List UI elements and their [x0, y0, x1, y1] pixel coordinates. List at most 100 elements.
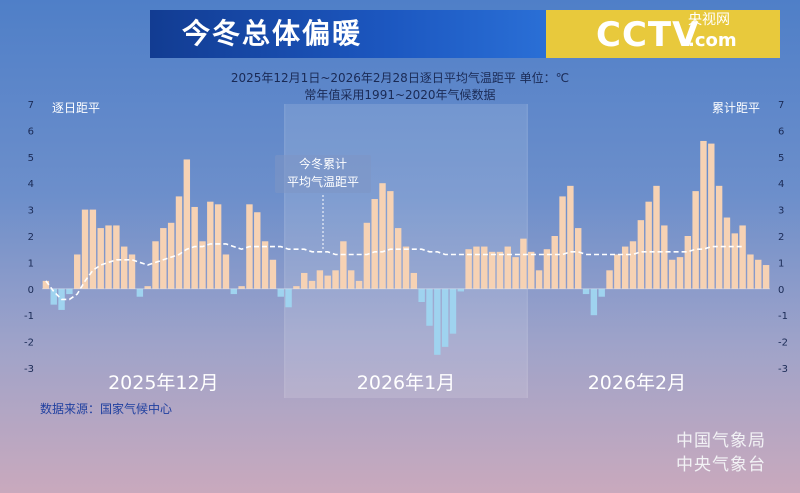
- daily-anomaly-bar: [637, 220, 645, 289]
- month-label: 2026年2月: [588, 372, 686, 394]
- daily-anomaly-bar: [410, 272, 418, 289]
- daily-anomaly-bar: [457, 288, 465, 292]
- daily-anomaly-bar: [316, 270, 324, 289]
- left-tick-label: 2: [28, 232, 34, 243]
- cumulative-anomaly-line: [45, 243, 743, 301]
- daily-anomaly-bar: [575, 228, 582, 289]
- daily-anomaly-bar: [324, 275, 331, 289]
- month-label: 2026年1月: [357, 372, 455, 394]
- daily-anomaly-bar: [42, 280, 50, 289]
- right-tick-label: 6: [778, 126, 784, 137]
- right-tick-label: 3: [778, 206, 784, 217]
- daily-anomaly-bar: [97, 228, 104, 289]
- daily-anomaly-bar: [347, 270, 355, 289]
- daily-anomaly-bar: [66, 288, 73, 295]
- annotation-box: [275, 155, 371, 193]
- left-tick-label: -2: [24, 338, 34, 349]
- daily-anomaly-bar: [160, 228, 167, 289]
- daily-anomaly-bar: [653, 185, 660, 289]
- daily-anomaly-bar: [191, 206, 198, 289]
- left-tick-label: 0: [28, 285, 34, 296]
- daily-anomaly-bar: [496, 251, 504, 289]
- page-title: 今冬总体偏暖: [182, 17, 363, 50]
- daily-anomaly-bar: [199, 241, 206, 289]
- left-tick-label: 5: [28, 153, 34, 164]
- daily-anomaly-bar: [700, 140, 707, 289]
- daily-anomaly-bar: [81, 209, 89, 289]
- daily-anomaly-bar: [692, 191, 699, 289]
- chart-subtitle-line1: 2025年12月1日~2026年2月28日逐日平均气温距平 单位：℃: [230, 71, 570, 85]
- right-tick-label: 7: [778, 100, 784, 111]
- daily-anomaly-bar: [301, 272, 308, 289]
- daily-anomaly-bar: [559, 196, 566, 289]
- daily-anomaly-bar: [332, 270, 339, 289]
- cctv-logo-com: .com: [688, 30, 737, 51]
- daily-anomaly-bar: [684, 236, 692, 289]
- left-tick-label: 1: [28, 258, 34, 269]
- daily-anomaly-bar: [614, 254, 621, 289]
- daily-anomaly-bar: [426, 288, 433, 326]
- daily-anomaly-bar: [222, 254, 230, 289]
- daily-anomaly-bar: [629, 241, 637, 289]
- left-tick-label: 3: [28, 206, 34, 217]
- daily-anomaly-bar: [207, 201, 214, 289]
- header-bar: [150, 10, 546, 58]
- daily-anomaly-bar: [136, 288, 144, 297]
- cctv-logo-sub: 央视网: [688, 12, 730, 28]
- daily-anomaly-bar: [167, 222, 175, 289]
- daily-anomaly-bar: [739, 225, 746, 289]
- daily-anomaly-bar: [230, 288, 237, 295]
- daily-anomaly-bar: [340, 241, 347, 289]
- right-tick-label: -3: [778, 364, 788, 375]
- daily-anomaly-bar: [308, 280, 316, 289]
- daily-anomaly-bar: [363, 222, 371, 289]
- daily-anomaly-bar: [379, 183, 386, 289]
- daily-anomaly-bar: [418, 288, 425, 302]
- daily-anomaly-bar: [387, 191, 394, 289]
- daily-anomaly-bar: [676, 257, 684, 289]
- daily-anomaly-bar: [465, 249, 472, 289]
- daily-anomaly-bar: [50, 288, 57, 305]
- daily-anomaly-bar: [434, 288, 441, 355]
- daily-anomaly-bar: [528, 251, 535, 289]
- cctv-logo-text: CCTV: [596, 15, 700, 55]
- daily-anomaly-bar: [277, 288, 284, 297]
- daily-anomaly-bar: [747, 254, 754, 289]
- daily-anomaly-bar: [293, 286, 300, 289]
- daily-anomaly-bar: [661, 225, 668, 289]
- daily-anomaly-bar: [269, 259, 277, 289]
- agency-line2: 中央气象台: [676, 455, 766, 475]
- daily-anomaly-bar: [535, 270, 543, 289]
- daily-anomaly-bar: [598, 288, 605, 297]
- daily-anomaly-bar: [183, 159, 191, 289]
- daily-anomaly-bar: [214, 204, 222, 289]
- daily-anomaly-bar: [582, 288, 590, 295]
- right-tick-label: -2: [778, 338, 788, 349]
- annotation-line1: 今冬累计: [299, 156, 347, 171]
- daily-anomaly-bar: [590, 288, 598, 316]
- daily-anomaly-bar: [128, 254, 136, 289]
- daily-anomaly-bar: [715, 185, 723, 289]
- daily-anomaly-bar: [606, 270, 613, 289]
- daily-anomaly-bar: [261, 241, 269, 289]
- daily-anomaly-bar: [254, 212, 261, 289]
- left-tick-label: 6: [28, 126, 34, 137]
- daily-anomaly-bar: [755, 259, 762, 289]
- daily-anomaly-bar: [120, 246, 128, 289]
- daily-anomaly-bar: [152, 241, 159, 289]
- daily-anomaly-bar: [473, 246, 480, 289]
- daily-anomaly-bar: [723, 217, 731, 289]
- left-tick-label: 7: [28, 100, 34, 111]
- right-tick-label: 4: [778, 179, 784, 190]
- daily-anomaly-bar: [551, 236, 558, 289]
- data-source: 数据来源：国家气候中心: [40, 402, 173, 416]
- daily-anomaly-bar: [238, 286, 245, 289]
- daily-anomaly-bar: [567, 185, 574, 289]
- daily-anomaly-bar: [105, 225, 112, 289]
- cctv-logo-box: [546, 10, 780, 58]
- daily-anomaly-bar: [441, 288, 449, 347]
- daily-anomaly-bar: [645, 201, 652, 289]
- chart-subtitle-line2: 常年值采用1991~2020年气候数据: [304, 88, 496, 102]
- daily-anomaly-bar: [543, 249, 551, 289]
- daily-anomaly-bar: [113, 225, 120, 289]
